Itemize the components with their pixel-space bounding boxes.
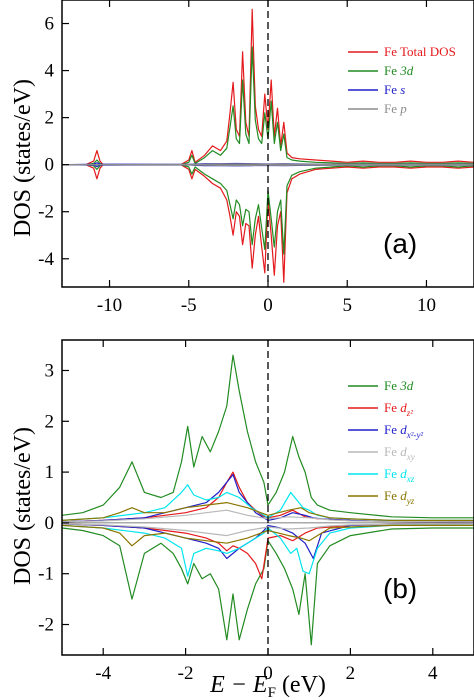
xlabel-main: E − E bbox=[209, 672, 268, 698]
panel-b-legend-label-5: Fe dyz bbox=[384, 488, 415, 506]
panel-b-xtick-label-3: 2 bbox=[346, 663, 356, 684]
panel-a-ytick-label-4: 4 bbox=[45, 61, 55, 82]
panel-b-series-3-spin-up bbox=[61, 509, 474, 523]
panel-b-series-5-spin-down bbox=[61, 524, 474, 547]
panel-a-xtick-label-3: 5 bbox=[342, 295, 352, 316]
panel-a-ytick-label-3: 2 bbox=[45, 108, 55, 129]
panel-b-ytick-label-1: -1 bbox=[38, 564, 54, 585]
panel-a-series-3-spin-down bbox=[61, 164, 474, 166]
panel-a-xtick-label-0: -10 bbox=[97, 295, 122, 316]
panel-a-series-0-spin-down bbox=[62, 164, 474, 283]
panel-a-series-0-spin-up bbox=[62, 8, 474, 166]
panel-b-xtick-label-1: -2 bbox=[178, 663, 194, 684]
panel-b-xtick-label-4: 4 bbox=[428, 663, 438, 684]
panel-b-ytick-label-4: 2 bbox=[45, 411, 55, 432]
panel-b-ytick-label-2: 0 bbox=[45, 513, 55, 534]
panel-b-series-4-spin-down bbox=[61, 524, 474, 577]
xlabel-sub: F bbox=[268, 685, 276, 700]
panel-b-legend-label-0: Fe 3d bbox=[384, 378, 414, 393]
panel-a-ytick-label-2: 0 bbox=[45, 155, 55, 176]
panel-b-legend: Fe 3d Fe dz² Fe dx²-y² Fe dxy Fe dxz Fe dyz bbox=[348, 378, 423, 506]
panel-a: DOS (states/eV) -10 -5 0 5 10 -4 -2 0 2 4 6 Fe Tot… bbox=[10, 0, 474, 316]
xlabel-unit: (eV) bbox=[276, 672, 326, 698]
panel-a-xtick-label-2: 0 bbox=[263, 295, 273, 316]
panel-a-label: (a) bbox=[383, 228, 417, 259]
panel-a-ytick-label-1: -2 bbox=[38, 202, 54, 223]
panel-a-ytick-label-5: 6 bbox=[45, 14, 55, 35]
panel-a-legend-label-3: Fe p bbox=[384, 101, 407, 116]
panel-b-label: (b) bbox=[383, 573, 417, 604]
panel-a-ticks: -10 -5 0 5 10 -4 -2 0 2 4 6 bbox=[38, 0, 436, 316]
panel-a-ytick-label-0: -4 bbox=[38, 249, 54, 270]
panel-a-xtick-label-4: 10 bbox=[417, 295, 436, 316]
panel-b-ytick-label-3: 1 bbox=[45, 462, 55, 483]
panel-b-series-3-spin-down bbox=[61, 523, 474, 537]
panel-b-legend-label-4: Fe dxz bbox=[384, 466, 415, 484]
panel-b-xtick-label-0: -4 bbox=[95, 663, 111, 684]
panel-b-series-0-spin-up bbox=[61, 354, 474, 519]
panel-b-series-5-spin-up bbox=[61, 502, 474, 522]
panel-b-ylabel: DOS (states/eV) bbox=[10, 427, 36, 585]
panel-a-ylabel: DOS (states/eV) bbox=[10, 79, 36, 237]
panel-a-xtick-label-1: -5 bbox=[181, 295, 197, 316]
panel-b-xtick-label-2: 0 bbox=[263, 663, 273, 684]
panel-b-series-0-spin-down bbox=[61, 527, 474, 646]
panel-a-legend-label-0: Fe Total DOS bbox=[384, 44, 456, 59]
panel-b-legend-label-1: Fe dz² bbox=[384, 400, 413, 418]
panel-a-series-1-spin-down bbox=[62, 164, 474, 255]
panel-b-legend-label-3: Fe dxy bbox=[384, 444, 415, 462]
panel-b-ytick-label-0: -2 bbox=[38, 615, 54, 636]
panel-b-legend-label-2: Fe dx²-y² bbox=[384, 422, 423, 440]
panel-a-legend: Fe Total DOS Fe 3d Fe s Fe p bbox=[348, 44, 456, 116]
panel-b-ticks: -4 -2 0 2 4 -2 -1 0 1 2 3 bbox=[38, 340, 438, 684]
panel-a-legend-label-1: Fe 3d bbox=[384, 63, 414, 78]
panel-b-series-1-spin-down bbox=[61, 523, 474, 580]
panel-a-series-3-spin-up bbox=[61, 163, 474, 166]
panel-b-xlabel: E − EF (eV) bbox=[209, 672, 326, 700]
panel-a-legend-label-2: Fe s bbox=[384, 82, 405, 97]
panel-a-series-1-spin-up bbox=[62, 46, 474, 166]
panel-b-ytick-label-5: 3 bbox=[45, 360, 55, 381]
